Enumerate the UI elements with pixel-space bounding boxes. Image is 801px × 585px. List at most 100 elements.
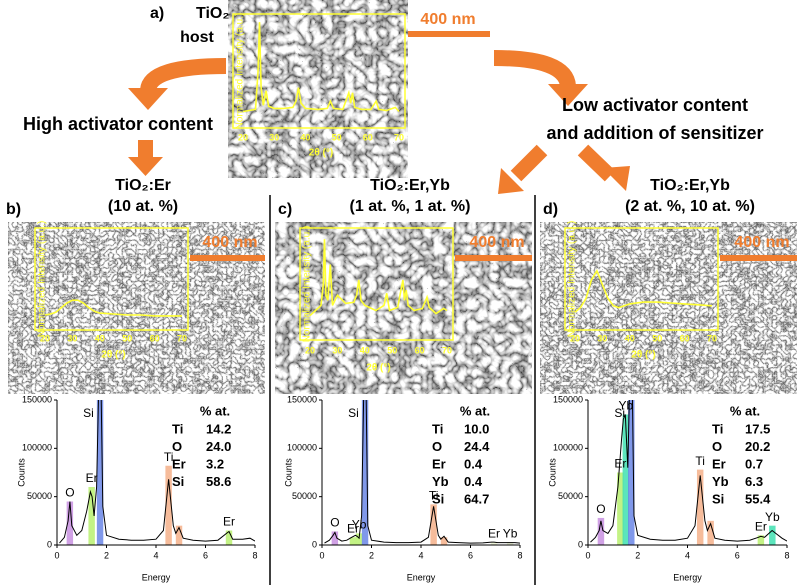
peak-band [331, 531, 339, 545]
x-tick-label: 8 [517, 550, 522, 560]
peak-label: Si [614, 406, 625, 420]
sem-image [228, 0, 408, 178]
x-tick-label: 0 [585, 550, 590, 560]
panel-label: b) [6, 201, 21, 218]
panel-title: TiO₂:Er [115, 177, 171, 194]
y-tick-label: 0 [578, 539, 583, 549]
percent: 10.0 [464, 421, 489, 436]
x-tick-label: 30 [269, 132, 279, 142]
element: Si [432, 491, 444, 506]
x-tick-label: 60 [415, 345, 425, 355]
peak-band [66, 501, 74, 545]
caption: High activator content [23, 114, 213, 134]
composition-title: % at. [200, 403, 230, 418]
percent: 58.6 [206, 474, 231, 489]
peak-band [225, 530, 233, 545]
peak-band [506, 542, 514, 545]
peak-band [96, 400, 104, 545]
x-axis-label: 2θ (°) [101, 350, 125, 361]
x-tick-label: 2 [104, 550, 109, 560]
peak-band [440, 537, 448, 545]
x-tick-label: 20 [305, 345, 315, 355]
element: O [712, 439, 722, 454]
peak-band [490, 542, 498, 545]
peak-label: Er [614, 457, 626, 471]
percent: 24.0 [206, 439, 231, 454]
y-tick-label: 100000 [22, 443, 52, 453]
panel-title: TiO₂ [196, 5, 229, 22]
percent: 6.3 [745, 474, 763, 489]
x-axis-label: Energy [673, 572, 702, 582]
y-axis-label: Normalized Intensity (a.u.) [235, 13, 246, 130]
peak-band [769, 525, 776, 545]
x-tick-label: 2 [369, 550, 374, 560]
inset-frame [564, 227, 719, 331]
y-tick-label: 0 [47, 539, 52, 549]
caption: Low activator content [562, 95, 748, 115]
peak-band [628, 400, 635, 545]
x-tick-label: 8 [784, 550, 789, 560]
peak-band [355, 533, 363, 545]
x-tick-label: 40 [625, 333, 635, 343]
x-tick-label: 20 [238, 132, 248, 142]
peak-band [175, 525, 183, 545]
panel-subtitle: (2 at. %, 10 at. %) [625, 198, 755, 215]
element: Si [712, 491, 724, 506]
y-tick-label: 0 [312, 539, 317, 549]
panel-title: TiO₂:Er,Yb [370, 177, 450, 194]
percent: 0.7 [745, 456, 763, 471]
spectrum-line [324, 400, 520, 544]
peak-band [597, 517, 605, 545]
x-tick-label: 40 [95, 333, 105, 343]
y-tick-label: 50000 [292, 491, 317, 501]
peak-label: Si [348, 406, 359, 420]
plot [324, 400, 520, 545]
plot [590, 400, 787, 545]
element: O [432, 439, 442, 454]
element: Er [172, 456, 186, 471]
peak-band [88, 487, 95, 545]
percent: 55.4 [745, 491, 771, 506]
peak-label: O [596, 502, 605, 516]
peak-band [165, 465, 172, 545]
peak-label: Yb [765, 510, 780, 524]
peak-band [617, 472, 624, 545]
percent: 17.5 [745, 421, 770, 436]
xrd-line [574, 269, 713, 313]
x-tick-label: 70 [394, 132, 404, 142]
x-tick-label: 4 [153, 550, 158, 560]
y-axis-label: Counts [547, 458, 557, 487]
peak-label: Er [86, 471, 98, 485]
panel-title: TiO₂:Er,Yb [650, 177, 730, 194]
y-tick-label: 150000 [287, 394, 317, 404]
percent: 0.4 [464, 474, 483, 489]
scale-label: 400 nm [202, 234, 257, 251]
peak-band [622, 414, 630, 545]
x-axis-label: 2θ (°) [631, 350, 655, 361]
y-axis-label: Normalized Intensity (a.u.) [567, 221, 578, 338]
element: Yb [712, 474, 729, 489]
x-tick-label: 60 [680, 333, 690, 343]
y-axis-label: Normalized Intensity (a.u.) [37, 221, 48, 338]
y-tick-label: 50000 [27, 491, 52, 501]
y-axis-label: Counts [283, 458, 293, 487]
panel-subtitle: (10 at. %) [108, 198, 178, 215]
peak-label: O [65, 486, 74, 500]
peak-label: Er [223, 515, 235, 529]
peak-label: Yb [618, 399, 633, 413]
element: Si [172, 474, 184, 489]
x-tick-label: 4 [418, 550, 423, 560]
peak-label: Si [83, 406, 94, 420]
spectrum-line [59, 400, 255, 544]
x-tick-label: 50 [332, 132, 342, 142]
scale-label: 400 nm [734, 234, 789, 251]
inset-frame [232, 13, 406, 129]
panel-label: a) [150, 5, 164, 22]
x-tick-label: 40 [300, 132, 310, 142]
percent: 24.4 [464, 439, 490, 454]
xrd-line [309, 239, 448, 317]
x-tick-label: 60 [363, 132, 373, 142]
spectrum-line [590, 400, 787, 543]
peak-label: O [330, 516, 339, 530]
x-tick-label: 20 [40, 333, 50, 343]
